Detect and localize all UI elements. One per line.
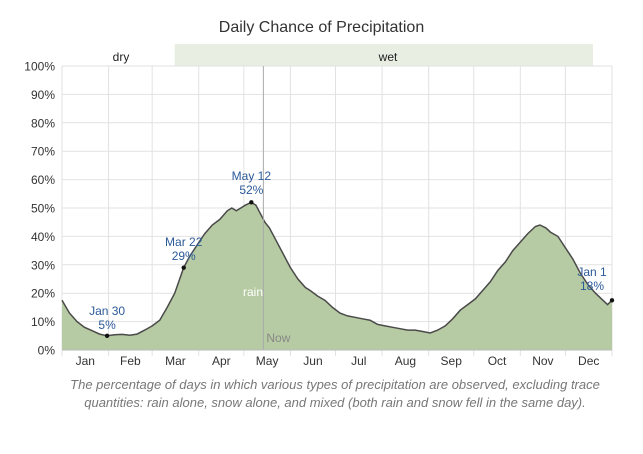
season-label-dry: dry bbox=[113, 50, 130, 64]
annotation-value-label: 52% bbox=[239, 183, 263, 197]
area-layer: Now rain bbox=[61, 66, 613, 350]
y-tick-label: 0% bbox=[38, 344, 56, 358]
y-tick-label: 50% bbox=[31, 202, 55, 216]
annotation-point bbox=[609, 298, 615, 303]
y-tick-label: 80% bbox=[31, 116, 55, 130]
x-tick-label: Nov bbox=[532, 354, 553, 368]
x-tick-label: Aug bbox=[395, 354, 416, 368]
annotation-value-label: 5% bbox=[98, 318, 116, 332]
x-tick-label: Jun bbox=[303, 354, 322, 368]
annotation-date-label: Jan 30 bbox=[89, 304, 125, 318]
axis-layer: 0% 10% 20% 30% 40% 50% 60% 70% 80% 90% 100% Jan Feb M… bbox=[24, 60, 612, 368]
x-tick-label: Sep bbox=[441, 354, 463, 368]
rain-area bbox=[62, 202, 612, 350]
season-label-wet: wet bbox=[378, 50, 398, 64]
annotation-point bbox=[104, 333, 110, 338]
y-tick-label: 70% bbox=[31, 145, 55, 159]
x-tick-label: May bbox=[256, 354, 279, 368]
y-tick-label: 100% bbox=[24, 60, 55, 74]
chart-title: Daily Chance of Precipitation bbox=[218, 19, 425, 36]
y-tick-label: 40% bbox=[31, 230, 55, 244]
x-tick-label: Jan bbox=[76, 354, 95, 368]
x-tick-label: Apr bbox=[212, 354, 231, 368]
annotation-date-label: Jan 1 bbox=[577, 265, 607, 279]
x-tick-label: Mar bbox=[165, 354, 186, 368]
season-band-wet bbox=[174, 44, 593, 66]
y-tick-label: 60% bbox=[31, 173, 55, 187]
x-tick-label: Oct bbox=[488, 354, 507, 368]
annotation-value-label: 29% bbox=[172, 249, 196, 263]
rain-line bbox=[61, 201, 613, 337]
annotation-date-label: May 12 bbox=[232, 169, 272, 183]
x-tick-label: Jul bbox=[351, 354, 366, 368]
chart-caption: The percentage of days in which various … bbox=[70, 377, 600, 410]
annotation-point bbox=[181, 265, 186, 270]
now-label: Now bbox=[266, 331, 290, 345]
season-band-layer: dry wet bbox=[62, 44, 593, 66]
x-tick-label: Feb bbox=[120, 354, 141, 368]
annotation-value-label: 18% bbox=[580, 279, 604, 293]
y-tick-label: 20% bbox=[31, 287, 55, 301]
season-band-dry bbox=[62, 44, 175, 66]
y-tick-label: 90% bbox=[31, 88, 55, 102]
annotation-date-label: Mar 22 bbox=[165, 235, 203, 249]
y-tick-label: 30% bbox=[31, 258, 55, 272]
y-tick-label: 10% bbox=[31, 315, 55, 329]
x-tick-label: Dec bbox=[578, 354, 599, 368]
annotation-point bbox=[249, 200, 254, 205]
series-label-rain: rain bbox=[243, 285, 263, 299]
